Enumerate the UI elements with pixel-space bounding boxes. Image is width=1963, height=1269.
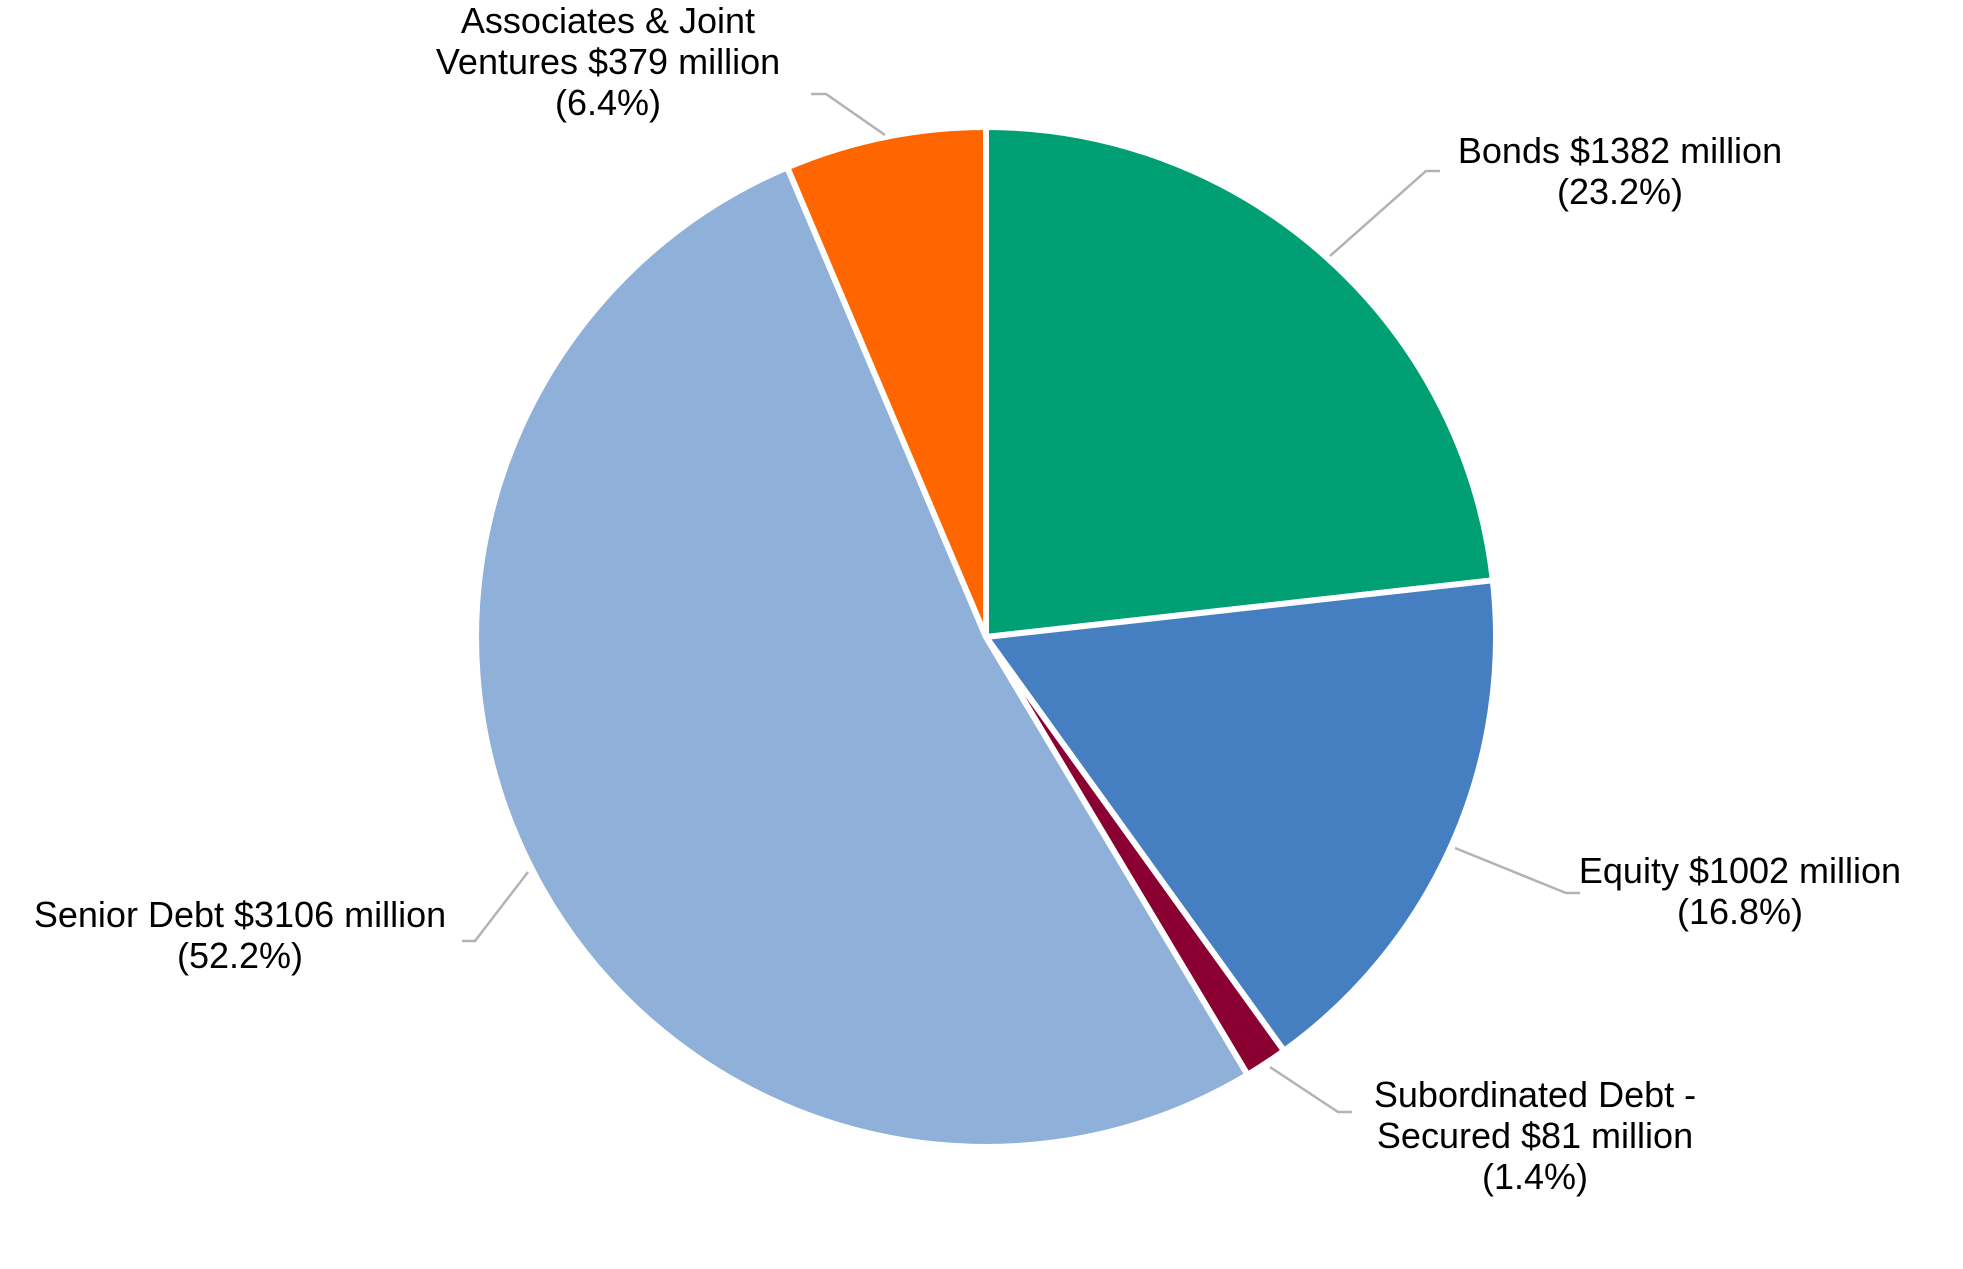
leader-line-bonds bbox=[1329, 169, 1440, 257]
data-label-line: (52.2%) bbox=[177, 935, 303, 976]
pie-slice-senior-debt bbox=[473, 163, 1252, 1150]
data-label-line: (23.2%) bbox=[1557, 171, 1683, 212]
pie-slice-associates-and-joint-ventures bbox=[783, 123, 989, 639]
data-label-line: Ventures $379 million bbox=[436, 41, 780, 82]
data-label-line: Bonds $1382 million bbox=[1458, 130, 1782, 171]
leader-line-subordinated-debt-secured bbox=[1269, 1065, 1352, 1114]
data-label-bonds: Bonds $1382 million (23.2%) bbox=[1458, 130, 1782, 212]
data-label-equity: Equity $1002 million (16.8%) bbox=[1579, 850, 1901, 932]
data-label-line: (6.4%) bbox=[555, 82, 661, 123]
pie-slice-equity bbox=[980, 576, 1499, 1056]
leader-line-associates-and-joint-ventures bbox=[811, 92, 886, 137]
pie-slice-bonds bbox=[983, 123, 1497, 641]
pie-slices bbox=[473, 123, 1499, 1150]
data-label-line: Senior Debt $3106 million bbox=[34, 894, 446, 935]
leader-lines bbox=[462, 92, 1580, 1114]
data-label-subordinated-debt-secured: Subordinated Debt -Secured $81 million (1… bbox=[1374, 1074, 1696, 1197]
data-label-associates-and-joint-ventures: Associates & Joint Ventures $379 million(… bbox=[436, 0, 780, 123]
data-label-line: (16.8%) bbox=[1677, 891, 1803, 932]
data-label-line: Secured $81 million bbox=[1377, 1115, 1693, 1156]
leader-line-equity bbox=[1454, 846, 1580, 895]
data-label-senior-debt: Senior Debt $3106 million (52.2%) bbox=[34, 894, 446, 976]
leader-line-senior-debt bbox=[462, 871, 529, 943]
data-label-line: Subordinated Debt - bbox=[1374, 1074, 1696, 1115]
data-label-line: Associates & Joint bbox=[461, 0, 755, 41]
data-label-line: (1.4%) bbox=[1482, 1156, 1588, 1197]
data-labels: Bonds $1382 million (23.2%) Equity $1002 m… bbox=[34, 0, 1901, 1197]
data-label-line: Equity $1002 million bbox=[1579, 850, 1901, 891]
